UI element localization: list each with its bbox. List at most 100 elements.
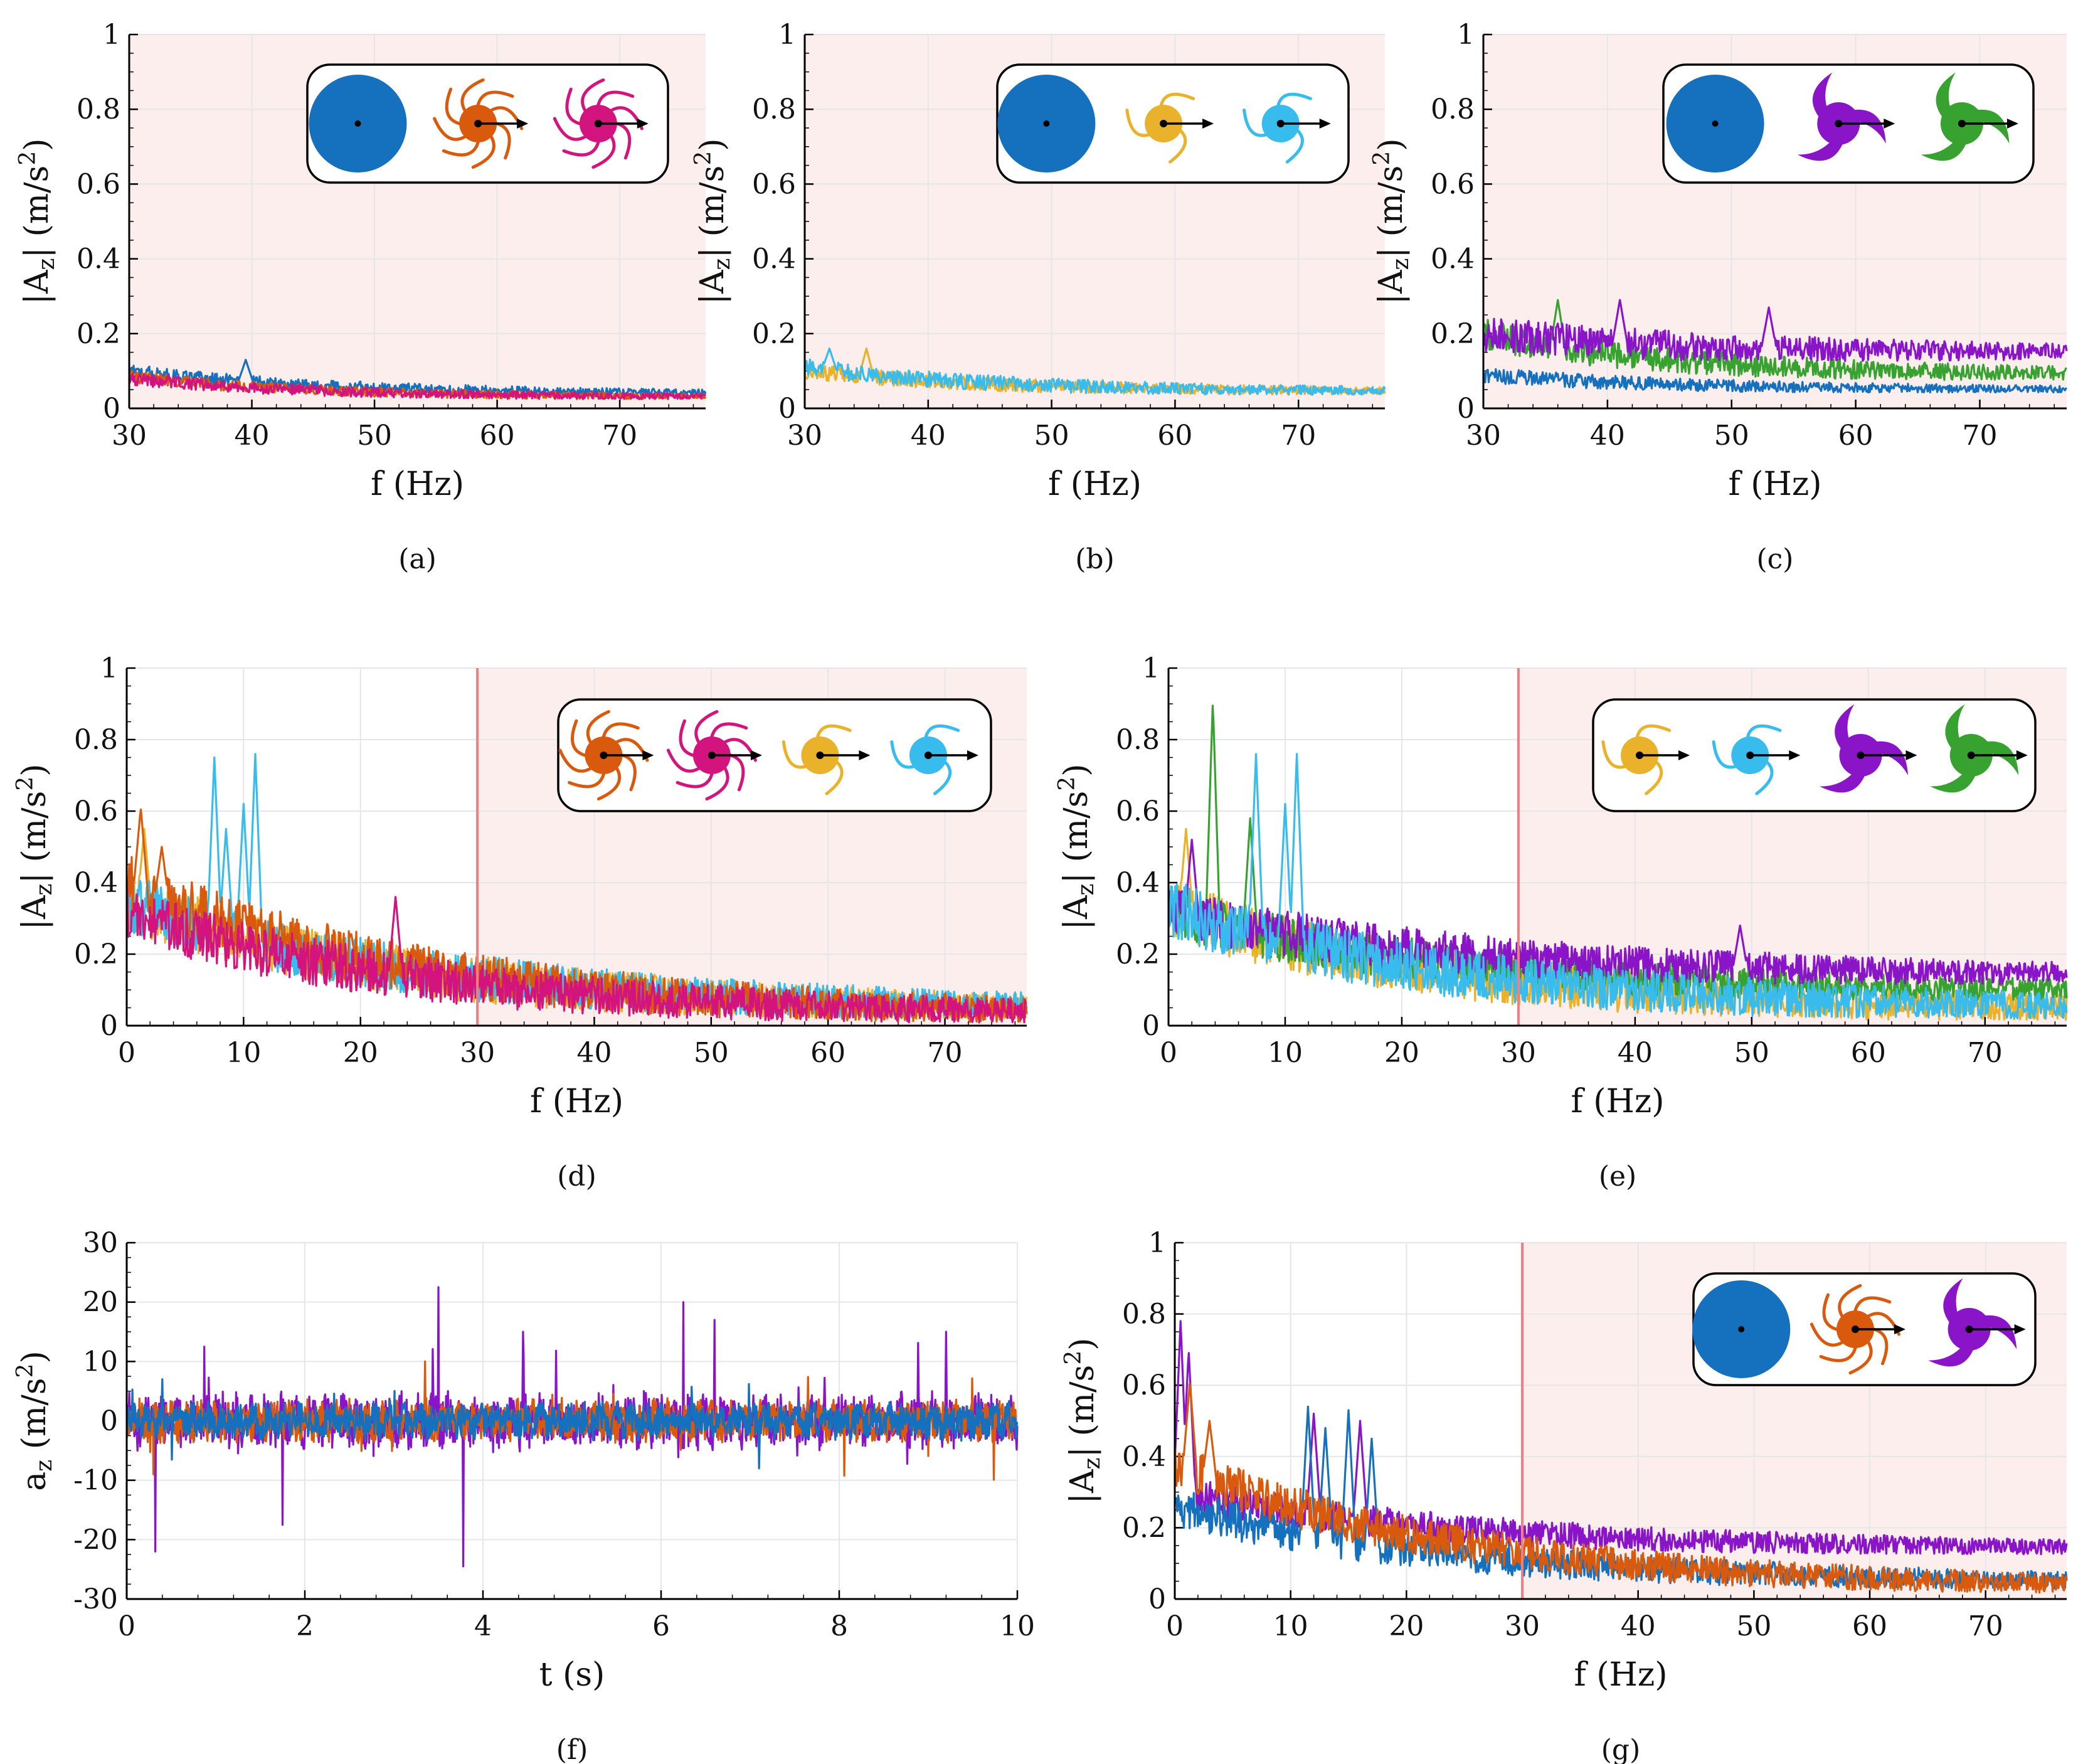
legend	[1662, 63, 2035, 184]
x-tick-label: 10	[1273, 1610, 1308, 1642]
x-tick-label: 60	[810, 1037, 845, 1069]
y-tick-label: 0.2	[1116, 938, 1160, 970]
series-line-lightblue	[1167, 753, 2068, 1019]
series-line-blue	[1482, 368, 2068, 394]
y-axis-label: |Az| (m/s2)	[15, 138, 60, 304]
lightblue-three-arm-rotor-icon	[1712, 724, 1801, 795]
x-axis-label: t (s)	[539, 1656, 605, 1694]
disk-icon	[997, 75, 1096, 173]
y-tick-label: 0.6	[1431, 168, 1475, 200]
x-tick-label: 20	[343, 1037, 378, 1069]
y-tick-label: 0.8	[752, 93, 796, 125]
x-tick-label: 60	[1851, 1037, 1886, 1069]
y-tick-label: 0	[103, 393, 120, 425]
disk-icon	[309, 75, 407, 173]
series-line-purple	[1482, 299, 2068, 362]
y-tick-label: 1	[1148, 1227, 1166, 1259]
panel-label: (g)	[1601, 1734, 1641, 1764]
panel-label: (d)	[557, 1161, 596, 1193]
x-tick-label: 10	[226, 1037, 261, 1069]
x-tick-label: 70	[1281, 420, 1316, 452]
x-tick-label: 70	[1962, 420, 1997, 452]
x-tick-label: 20	[1389, 1610, 1424, 1642]
x-tick-label: 30	[787, 420, 822, 452]
y-tick-label: 0.8	[74, 724, 118, 756]
yellow-three-arm-rotor-icon	[782, 724, 871, 795]
legend	[1692, 1272, 2037, 1386]
panel-label: (c)	[1757, 543, 1794, 575]
y-tick-label: 0.4	[74, 867, 118, 899]
x-axis-label: f (Hz)	[1048, 465, 1142, 503]
green-curved-blade-rotor-icon	[1930, 704, 2028, 793]
y-tick-label: 0.6	[77, 168, 120, 200]
x-axis-label: f (Hz)	[1571, 1083, 1664, 1120]
chart-c: 30 40 50 60 70 0 0.2 0.4 0.6 0.8 1 f (Hz) |Az| (m/s2…	[1369, 19, 2068, 575]
series-line-green	[1167, 704, 2068, 1002]
x-tick-label: 50	[1736, 1610, 1771, 1642]
y-tick-label: 1	[100, 652, 118, 684]
y-tick-label: 30	[83, 1227, 118, 1259]
series-line-magenta	[128, 373, 707, 400]
y-tick-label: 0.4	[77, 243, 120, 275]
y-tick-label: -20	[73, 1524, 118, 1556]
x-tick-label: 20	[1384, 1037, 1419, 1069]
x-tick-label: 40	[576, 1037, 612, 1069]
y-tick-label: 1	[1457, 19, 1475, 51]
orange-spiral-rotor-icon	[1810, 1283, 1905, 1375]
chart-a: 30 40 50 60 70 0 0.2 0.4 0.6 0.8 1 f (Hz) |Az| (m/s2…	[15, 19, 707, 575]
y-tick-label: -10	[73, 1465, 118, 1497]
x-tick-label: 8	[830, 1610, 848, 1642]
x-tick-label: 4	[474, 1610, 492, 1642]
y-tick-label: 10	[83, 1346, 118, 1378]
x-tick-label: 50	[1034, 420, 1069, 452]
x-axis-label: f (Hz)	[371, 465, 464, 503]
y-axis-label: |Az| (m/s2)	[691, 138, 735, 304]
legend-box	[557, 698, 992, 812]
series-line-magenta	[125, 884, 1027, 1024]
x-tick-label: 50	[1734, 1037, 1769, 1069]
y-tick-label: 1	[778, 19, 796, 51]
legend	[557, 698, 992, 812]
y-tick-label: 0.8	[77, 93, 120, 125]
y-tick-label: 0.8	[1431, 93, 1475, 125]
x-tick-label: 2	[296, 1610, 314, 1642]
series-line-orange	[1174, 1383, 2068, 1594]
x-tick-label: 40	[1618, 1037, 1653, 1069]
panel-label: (e)	[1599, 1161, 1636, 1193]
y-tick-label: 20	[83, 1287, 118, 1319]
legend	[996, 63, 1350, 184]
yellow-three-arm-rotor-icon	[1601, 724, 1690, 795]
x-axis-label: f (Hz)	[530, 1083, 623, 1120]
magenta-spiral-rotor-icon	[553, 78, 649, 169]
x-tick-label: 30	[460, 1037, 495, 1069]
chart-f: 0 2 4 6 8 10 -30 -20 -10 0 10 20 30 t (s) az (m/s2) (f)	[13, 1227, 1035, 1764]
y-tick-label: 0.4	[1122, 1441, 1166, 1473]
x-tick-label: 30	[1466, 420, 1501, 452]
x-tick-label: 70	[928, 1037, 963, 1069]
y-tick-label: -30	[73, 1583, 118, 1615]
y-tick-label: 0	[100, 1405, 118, 1437]
x-tick-label: 40	[235, 420, 270, 452]
x-tick-label: 60	[480, 420, 515, 452]
x-tick-label: 0	[1166, 1610, 1184, 1642]
y-tick-label: 1	[103, 19, 120, 51]
y-axis-label: |Az| (m/s2)	[1061, 1337, 1105, 1504]
x-tick-label: 40	[911, 420, 946, 452]
series-line-blue	[125, 1378, 1019, 1470]
y-axis-label: |Az| (m/s2)	[13, 763, 57, 930]
x-tick-label: 10	[1268, 1037, 1303, 1069]
lightblue-three-arm-rotor-icon	[1243, 92, 1331, 164]
x-tick-label: 30	[1505, 1610, 1540, 1642]
y-tick-label: 0	[1148, 1583, 1166, 1615]
x-tick-label: 30	[1501, 1037, 1536, 1069]
legend	[306, 63, 669, 184]
x-tick-label: 50	[357, 420, 392, 452]
y-tick-label: 0.6	[1122, 1369, 1166, 1401]
y-axis-label: |Az| (m/s2)	[1054, 763, 1099, 930]
green-curved-blade-rotor-icon	[1921, 72, 2018, 161]
y-tick-label: 0.8	[1116, 724, 1160, 756]
y-tick-label: 0.6	[74, 795, 118, 827]
y-axis-label: |Az| (m/s2)	[1369, 138, 1414, 304]
y-tick-label: 0.2	[74, 938, 118, 970]
disk-icon	[1666, 75, 1764, 173]
